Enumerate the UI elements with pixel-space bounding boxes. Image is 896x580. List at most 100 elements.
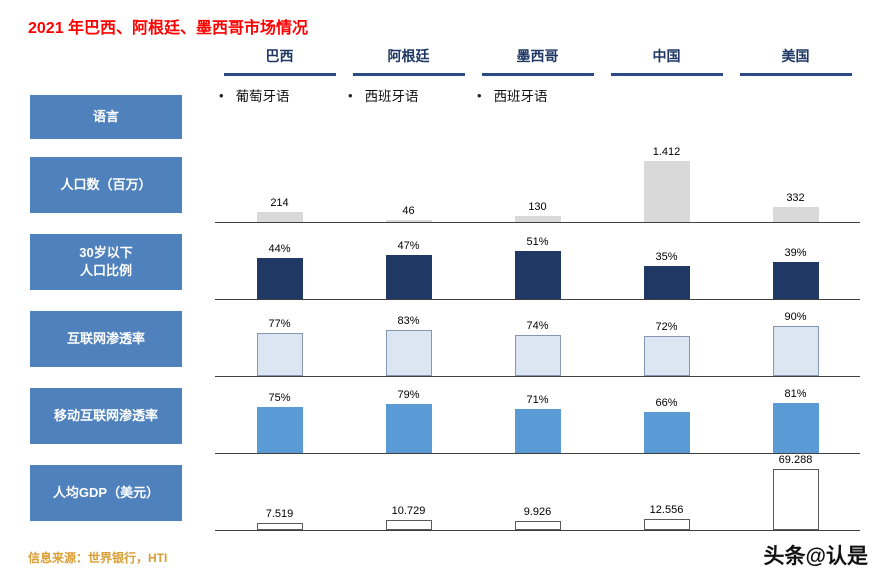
page-title: 2021 年巴西、阿根廷、墨西哥市场情况 — [28, 20, 309, 37]
cell: 332 — [731, 146, 860, 222]
source-note: 信息来源：世界银行，HTI — [28, 551, 168, 565]
bar-value: 66% — [655, 397, 678, 409]
cell: 74% — [473, 300, 602, 376]
cell: 79% — [344, 377, 473, 453]
bar — [514, 251, 561, 299]
bullet-icon: • — [219, 88, 224, 103]
bar-value: 83% — [397, 315, 420, 327]
bar-value: 12.556 — [649, 504, 684, 516]
cell: 72% — [602, 300, 731, 376]
column-header-brazil: 巴西 — [215, 46, 344, 76]
row-label: 语言 — [30, 95, 182, 139]
cell: 130 — [473, 146, 602, 222]
column-header-china: 中国 — [602, 46, 731, 76]
chart-row: 移动互联网渗透率 75% 79% 71% 66% 81% — [0, 377, 860, 454]
cell — [731, 74, 860, 146]
bar-value: 77% — [268, 318, 291, 330]
language-value: 西班牙语 — [493, 89, 548, 104]
bullet-icon: • — [477, 88, 482, 103]
bar — [643, 161, 690, 222]
bar — [643, 412, 690, 453]
row-header: 30岁以下 人口比例 — [0, 223, 215, 300]
row-cells: 77% 83% 74% 72% 90% — [215, 300, 860, 377]
row-label: 移动互联网渗透率 — [30, 387, 182, 444]
bar — [772, 326, 819, 376]
cell: 9.926 — [473, 454, 602, 530]
chart-row: 互联网渗透率 77% 83% 74% 72% 90% — [0, 300, 860, 377]
bar — [514, 335, 561, 376]
cell: • 葡萄牙语 — [215, 74, 344, 146]
bar — [385, 255, 432, 299]
bar — [772, 262, 819, 299]
bar-value: 51% — [526, 236, 549, 248]
bar-value: 10.729 — [391, 505, 426, 517]
cell: 69.288 — [731, 454, 860, 530]
chart-row: 人口数（百万） 214 46 130 1.412 332 — [0, 146, 860, 223]
cell: 83% — [344, 300, 473, 376]
bar — [643, 519, 690, 530]
language-value: 西班牙语 — [364, 89, 419, 104]
column-header-mexico: 墨西哥 — [473, 46, 602, 76]
chart-rows: 语言 • 葡萄牙语 • 西班牙语 • 西班牙语 人口数（百万） 214 46 130 1.412 332… — [0, 88, 860, 531]
bar-value: 35% — [655, 251, 678, 263]
bar — [643, 336, 690, 376]
cell: 7.519 — [215, 454, 344, 530]
bar-value: 69.288 — [778, 454, 813, 466]
cell: 77% — [215, 300, 344, 376]
bar-value: 74% — [526, 320, 549, 332]
chart-row: 语言 • 葡萄牙语 • 西班牙语 • 西班牙语 — [0, 88, 860, 146]
bar-value: 214 — [270, 197, 289, 209]
column-header-label: 中国 — [610, 46, 723, 76]
bar-value: 75% — [268, 392, 291, 404]
language-value: 葡萄牙语 — [235, 89, 290, 104]
bar — [772, 207, 819, 222]
cell — [602, 74, 731, 146]
bar — [385, 404, 432, 453]
bar-value: 47% — [397, 240, 420, 252]
row-header: 人均GDP（美元） — [0, 454, 215, 531]
cell: 10.729 — [344, 454, 473, 530]
cell: 12.556 — [602, 454, 731, 530]
cell: 75% — [215, 377, 344, 453]
column-header-argentina: 阿根廷 — [344, 46, 473, 76]
cell: 35% — [602, 223, 731, 299]
cell: • 西班牙语 — [473, 74, 602, 146]
cell: 90% — [731, 300, 860, 376]
row-header: 移动互联网渗透率 — [0, 377, 215, 454]
bar — [256, 523, 303, 530]
cell: 39% — [731, 223, 860, 299]
row-cells: 7.519 10.729 9.926 12.556 69.288 — [215, 454, 860, 531]
column-headers: 巴西 阿根廷 墨西哥 中国 美国 — [215, 46, 860, 76]
bar-value: 9.926 — [523, 506, 552, 518]
row-label: 30岁以下 人口比例 — [30, 233, 182, 290]
bar — [385, 330, 432, 376]
row-cells: 75% 79% 71% 66% 81% — [215, 377, 860, 454]
bar — [514, 216, 561, 222]
bar — [772, 403, 819, 453]
bar — [385, 220, 432, 222]
column-header-usa: 美国 — [731, 46, 860, 76]
bar-value: 46 — [402, 205, 415, 217]
bar — [385, 520, 432, 530]
cell: 1.412 — [602, 146, 731, 222]
cell: 66% — [602, 377, 731, 453]
row-header: 人口数（百万） — [0, 146, 215, 223]
bar — [514, 409, 561, 453]
bar-value: 1.412 — [652, 146, 681, 158]
bar — [514, 521, 561, 530]
watermark: 头条@认是 — [763, 545, 868, 568]
bar-value: 90% — [784, 311, 807, 323]
bar — [256, 333, 303, 376]
row-label: 互联网渗透率 — [30, 310, 182, 367]
bar — [772, 469, 819, 530]
column-header-label: 阿根廷 — [352, 46, 465, 76]
row-label: 人均GDP（美元） — [30, 464, 182, 521]
bar-value: 81% — [784, 388, 807, 400]
bar — [256, 407, 303, 453]
bar-value: 7.519 — [265, 508, 294, 520]
bar-value: 72% — [655, 321, 678, 333]
row-cells: 44% 47% 51% 35% 39% — [215, 223, 860, 300]
cell: 46 — [344, 146, 473, 222]
column-header-label: 墨西哥 — [481, 46, 594, 76]
